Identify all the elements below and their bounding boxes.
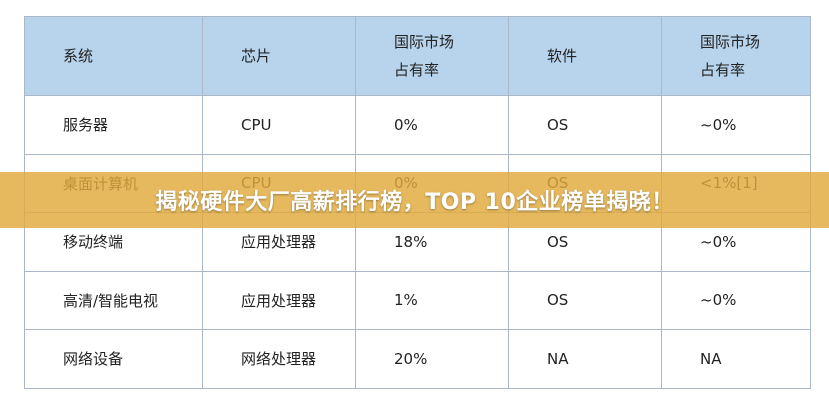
- cell-chip: 应用处理器: [202, 270, 356, 330]
- cell-chip-share: 0%: [355, 95, 509, 155]
- table-row: 高清/智能电视 应用处理器 1% OS ~0%: [24, 270, 811, 330]
- banner-text: 揭秘硬件大厂高薪排行榜，TOP 10企业榜单揭晓！: [155, 190, 674, 215]
- table-header-row: 系统 芯片 国际市场 占有率 软件 国际市场 占有率: [24, 16, 811, 96]
- cell-software: OS: [508, 270, 662, 330]
- header-system: 系统: [24, 16, 203, 96]
- cell-chip-share: 1%: [355, 270, 509, 330]
- cell-software-share: ~0%: [661, 95, 811, 155]
- header-chip: 芯片: [202, 16, 356, 96]
- header-software: 软件: [508, 16, 662, 96]
- header-software-share: 国际市场 占有率: [661, 16, 811, 96]
- cell-software: NA: [508, 329, 662, 389]
- cell-system: 服务器: [24, 95, 203, 155]
- cell-system: 网络设备: [24, 329, 203, 389]
- cell-software: OS: [508, 95, 662, 155]
- cell-system: 高清/智能电视: [24, 270, 203, 330]
- cell-software-share: ~0%: [661, 270, 811, 330]
- cell-chip-share: 20%: [355, 329, 509, 389]
- table-row: 服务器 CPU 0% OS ~0%: [24, 95, 811, 155]
- header-chip-share: 国际市场 占有率: [355, 16, 509, 96]
- cell-software-share: NA: [661, 329, 811, 389]
- cell-chip: CPU: [202, 95, 356, 155]
- cell-chip: 网络处理器: [202, 329, 356, 389]
- table-row: 网络设备 网络处理器 20% NA NA: [24, 329, 811, 389]
- headline-banner: 揭秘硬件大厂高薪排行榜，TOP 10企业榜单揭晓！: [0, 172, 829, 228]
